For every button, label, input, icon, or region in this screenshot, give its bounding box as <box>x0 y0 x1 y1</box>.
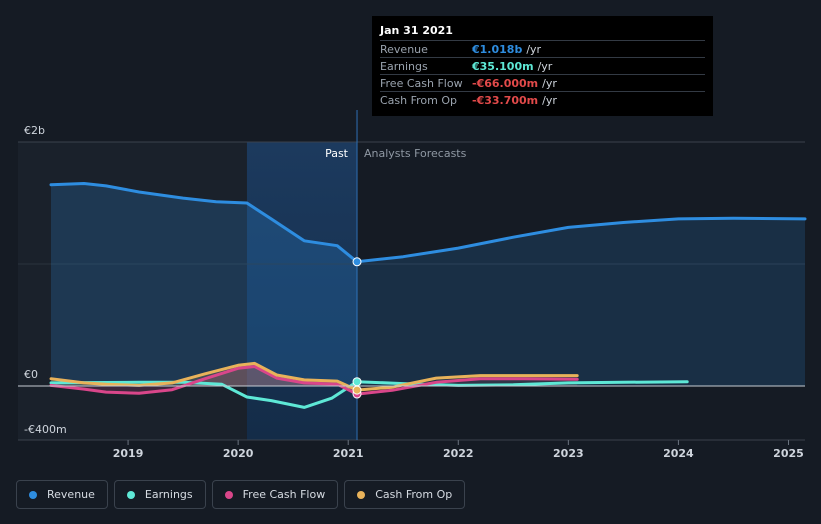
past-label: Past <box>325 147 349 160</box>
cash-from-op-line-forecast <box>355 374 579 392</box>
tooltip-label: Revenue <box>380 42 428 56</box>
legend-dot-icon <box>29 490 37 499</box>
x-tick-label: 2022 <box>443 447 474 460</box>
x-tick-label: 2021 <box>333 447 364 460</box>
x-tick-label: 2019 <box>113 447 144 460</box>
tooltip-value: -€66.000m <box>472 76 539 90</box>
free-cash-flow-area-forecast <box>357 378 578 395</box>
tooltip-label: Earnings <box>380 59 428 73</box>
legend-label: Earnings <box>144 488 193 501</box>
legend-dot-icon <box>224 490 233 499</box>
y-tick-label: -€400m <box>24 423 67 436</box>
revenue-marker <box>352 257 362 267</box>
legend-item-free-cash-flow[interactable]: Free Cash Flow <box>211 480 339 509</box>
y-tick-label: €2b <box>24 124 45 137</box>
legend-item-revenue[interactable]: Revenue <box>16 480 108 509</box>
x-tick-label: 2020 <box>223 447 254 460</box>
revenue-area-past <box>51 183 357 386</box>
free-cash-flow-line-past <box>49 365 359 396</box>
tooltip-label: Cash From Op <box>380 93 458 107</box>
x-tick-label: 2025 <box>773 447 804 460</box>
legend: Revenue Earnings Free Cash Flow Cash Fro… <box>16 480 466 509</box>
x-tick-label: 2024 <box>663 447 694 460</box>
legend-label: Free Cash Flow <box>242 488 326 501</box>
tooltip-label: Free Cash Flow <box>380 76 463 90</box>
tooltip-unit: /yr <box>542 93 557 107</box>
tooltip-date: Jan 31 2021 <box>380 24 453 37</box>
tooltip-unit: /yr <box>526 42 542 56</box>
tooltip: Jan 31 2021 Revenue €1.018b /yr Earnings… <box>372 16 713 116</box>
legend-item-cash-from-op[interactable]: Cash From Op <box>344 480 466 509</box>
tooltip-row-free-cash-flow: Free Cash Flow -€66.000m /yr <box>380 74 705 91</box>
tooltip-value: -€33.700m <box>472 93 539 107</box>
x-tick-label: 2023 <box>553 447 584 460</box>
cash-from-op-line-past <box>49 361 359 392</box>
tooltip-row-revenue: Revenue €1.018b /yr <box>380 40 705 57</box>
tooltip-row-cash-from-op: Cash From Op -€33.700m /yr <box>380 91 705 108</box>
revenue-area-forecast <box>357 218 805 386</box>
tooltip-value: €1.018b <box>472 42 523 56</box>
y-tick-label: €0 <box>24 368 38 381</box>
earnings-marker <box>352 377 362 387</box>
highlight-region <box>246 142 358 440</box>
legend-dot-icon <box>357 490 366 499</box>
cash-from-op-area-past <box>51 363 357 391</box>
tooltip-unit: /yr <box>537 59 553 73</box>
revenue-line-past <box>49 182 359 264</box>
tooltip-row-earnings: Earnings €35.100m /yr <box>380 57 705 74</box>
revenue-line-forecast <box>355 216 807 264</box>
tooltip-value: €35.100m <box>472 59 534 73</box>
cash-from-op-marker <box>352 385 362 395</box>
legend-label: Revenue <box>47 488 95 501</box>
legend-dot-icon <box>126 490 135 499</box>
legend-label: Cash From Op <box>375 488 453 501</box>
earnings-line-past <box>49 380 359 409</box>
legend-item-earnings[interactable]: Earnings <box>113 480 206 509</box>
tooltip-unit: /yr <box>542 76 557 90</box>
free-cash-flow-line-forecast <box>355 377 579 396</box>
forecast-label: Analysts Forecasts <box>364 147 467 160</box>
